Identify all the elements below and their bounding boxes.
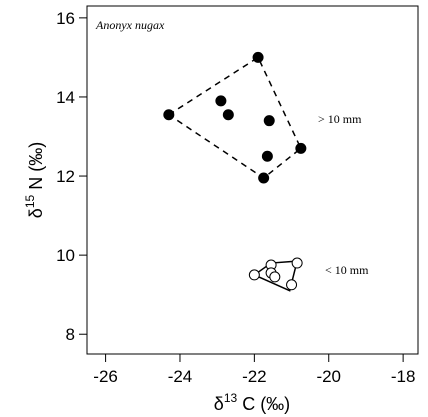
x-tick-label: -24: [168, 367, 193, 386]
convex-hulls: [167, 56, 302, 292]
y-tick-label: 12: [56, 167, 75, 186]
y-tick-label: 8: [66, 325, 75, 344]
data-point-large: [261, 150, 273, 162]
data-point-small: [248, 269, 260, 281]
x-tick-label: -26: [93, 367, 118, 386]
x-tick-label: -20: [316, 367, 341, 386]
data-points: [163, 51, 307, 291]
x-axis-title: δ13 C (‰): [214, 391, 290, 414]
y-tick-label: 16: [56, 9, 75, 28]
data-point-large: [215, 95, 227, 107]
y-axis-title: δ15 N (‰): [23, 142, 46, 218]
annotations: > 10 mm < 10 mm: [318, 112, 369, 277]
data-point-small: [286, 279, 298, 291]
y-axis-ticks: 8 10 12 14 16: [56, 9, 87, 344]
y-tick-label: 14: [56, 88, 75, 107]
data-point-large: [258, 172, 270, 184]
hull-large: [167, 56, 302, 179]
x-axis-ticks: -26 -24 -22 -20 -18: [93, 354, 415, 386]
annotation-large: > 10 mm: [318, 112, 362, 126]
x-tick-label: -22: [242, 367, 267, 386]
data-point-large: [252, 51, 264, 63]
plot-frame: [86, 5, 419, 355]
data-point-small: [269, 271, 281, 283]
x-tick-label: -18: [391, 367, 416, 386]
data-point-large: [263, 115, 275, 127]
y-tick-label: 10: [56, 246, 75, 265]
plot-title: Anonyx nugax: [95, 18, 165, 32]
annotation-small: < 10 mm: [325, 263, 369, 277]
data-point-small: [291, 257, 303, 269]
data-point-large: [163, 109, 175, 121]
data-point-large: [295, 142, 307, 154]
data-point-large: [222, 109, 234, 121]
